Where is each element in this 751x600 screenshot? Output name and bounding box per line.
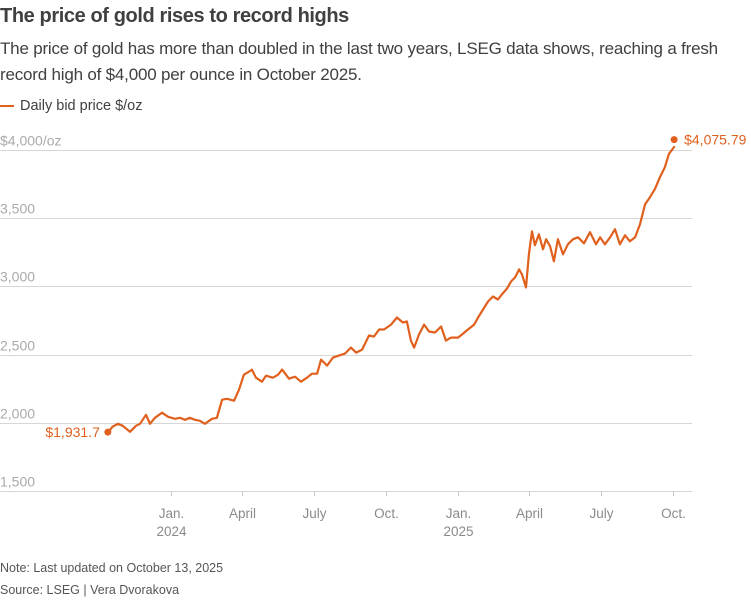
x-axis: Jan. 2024 April July Oct. Jan. 2025 April July Oc…	[156, 491, 686, 539]
y-tick-label: 2,000	[0, 406, 35, 422]
x-tick-label: Jan.	[446, 506, 472, 521]
gridlines	[0, 150, 692, 492]
y-tick-label: $4,000/oz	[0, 133, 62, 149]
end-value-label: $4,075.79	[684, 132, 746, 148]
chart-subtitle: The price of gold has more than doubled …	[0, 39, 718, 84]
x-tick-year: 2024	[156, 524, 187, 539]
y-tick-label: 3,000	[0, 269, 35, 285]
y-axis-ticks: $4,000/oz 3,500 3,000 2,500 2,000 1,500	[0, 133, 62, 490]
start-value-label: $1,931.7	[45, 424, 100, 440]
end-point-marker	[670, 136, 678, 144]
source-credit: Source: LSEG | Vera Dvorakova	[0, 583, 180, 597]
annotations: $1,931.7 $4,075.79	[45, 132, 746, 440]
x-tick-label: April	[229, 506, 256, 521]
line-chart: $4,000/oz 3,500 3,000 2,500 2,000 1,500 Jan. 2…	[0, 132, 747, 539]
x-tick-year: 2025	[443, 524, 473, 539]
legend-label: Daily bid price $/oz	[20, 98, 143, 114]
x-tick-label: July	[302, 506, 326, 521]
y-tick-label: 2,500	[0, 338, 35, 354]
footnote: Note: Last updated on October 13, 2025	[0, 561, 224, 575]
legend-swatch	[0, 104, 14, 108]
start-point-marker	[104, 428, 112, 436]
x-tick-label: Jan.	[159, 506, 185, 521]
x-tick-label: April	[516, 506, 543, 521]
series-line-gold-price	[106, 145, 676, 434]
chart-title: The price of gold rises to record highs	[0, 5, 349, 27]
y-tick-label: 1,500	[0, 474, 35, 490]
x-tick-label: Oct.	[374, 506, 399, 521]
legend: Daily bid price $/oz	[0, 98, 143, 114]
x-tick-label: July	[589, 506, 613, 521]
series-layer	[106, 145, 676, 434]
x-tick-label: Oct.	[661, 506, 686, 521]
y-tick-label: 3,500	[0, 201, 35, 217]
